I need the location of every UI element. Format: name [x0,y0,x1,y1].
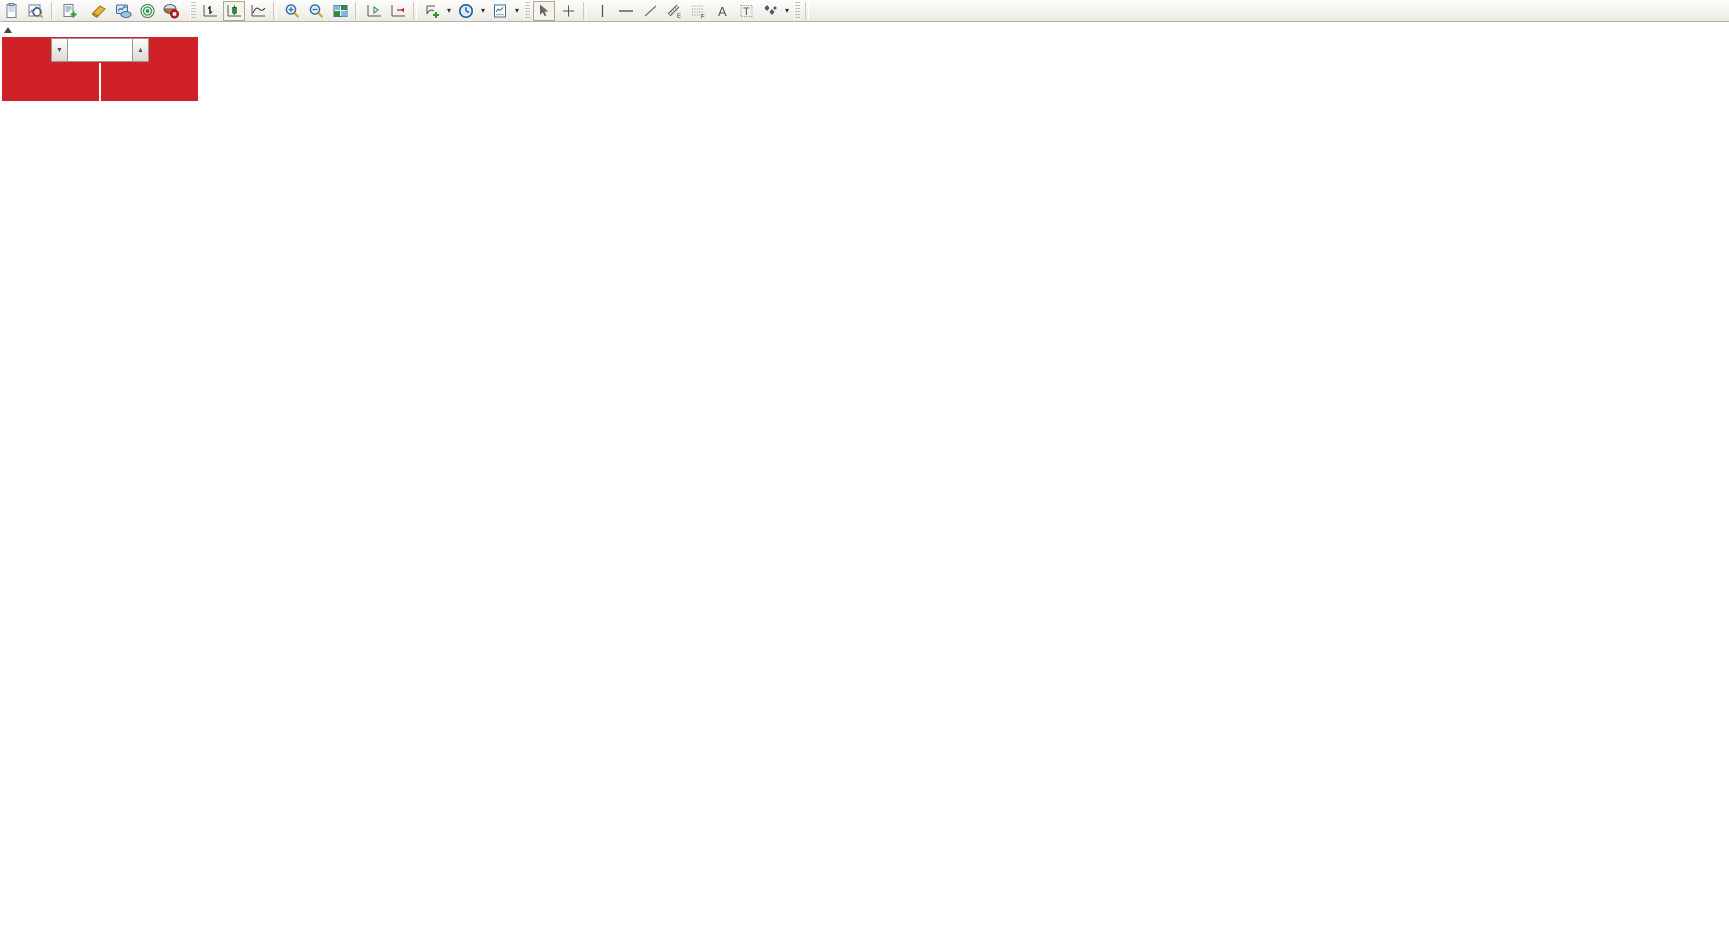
autotrading-icon[interactable] [160,1,182,21]
bar-chart-icon[interactable] [199,1,221,21]
svg-text:E: E [677,14,681,19]
templates-icon[interactable] [489,1,511,21]
one-click-trading-prices [2,63,198,101]
text-label-icon[interactable]: A [711,1,733,21]
svg-text:T: T [743,6,750,18]
one-click-trading-panel: ▼ ▲ [2,37,198,101]
volume-stepper: ▼ ▲ [49,37,151,63]
crosshair-icon[interactable] [557,1,579,21]
sell-price[interactable] [2,63,99,101]
toolbar-grip[interactable] [190,1,196,20]
chart-shift-icon[interactable] [363,1,385,21]
metaeditor-icon[interactable] [88,1,110,21]
one-click-trading-header: ▼ ▲ [2,37,198,63]
buy-button[interactable] [151,37,198,63]
new-chart-icon[interactable] [1,1,23,21]
chart-canvas[interactable] [0,22,1729,941]
period-clock-icon[interactable] [455,1,477,21]
data-window-icon[interactable] [329,1,351,21]
add-indicator-icon[interactable] [421,1,443,21]
chart-expand-icon[interactable] [4,26,12,33]
horizontal-line-icon[interactable] [615,1,637,21]
toolbar-separator-6 [805,1,810,20]
terminal-icon[interactable] [112,1,134,21]
navigator-icon[interactable] [136,1,158,21]
toolbar-grip-2[interactable] [524,1,531,20]
shapes-dropdown-icon[interactable]: ▾ [785,6,790,15]
toolbar-grip-3[interactable] [794,1,801,20]
toolbar-separator-5 [583,1,588,20]
svg-text:F: F [701,14,705,19]
auto-scroll-icon[interactable] [387,1,409,21]
sell-button[interactable] [2,37,49,63]
candlestick-chart-icon[interactable] [223,0,245,21]
toolbar-separator-2 [273,1,277,20]
vertical-line-icon[interactable] [591,1,613,21]
fibonacci-icon[interactable]: F [687,1,709,21]
volume-decrease-button[interactable]: ▼ [51,38,68,62]
cursor-icon[interactable] [533,0,556,21]
profiles-icon[interactable] [25,1,47,21]
buy-price[interactable] [101,63,198,101]
volume-increase-button[interactable]: ▲ [132,38,149,62]
text-icon[interactable]: T [735,1,757,21]
shapes-icon[interactable] [759,1,781,21]
volume-input[interactable] [68,38,132,62]
toolbar-separator-3 [355,1,359,20]
chart-symbol-line [0,23,22,36]
main-toolbar: ▾ ▾ ▾ E F A [0,0,1729,22]
svg-text:A: A [718,4,727,19]
toolbar-separator [51,1,55,20]
toolbar-separator-4 [413,1,417,20]
zoom-out-icon[interactable] [305,1,327,21]
trendline-icon[interactable] [639,1,661,21]
new-order-icon[interactable] [59,1,81,21]
equidistant-channel-icon[interactable]: E [663,1,685,21]
indicator-dropdown-icon[interactable]: ▾ [447,6,452,15]
period-dropdown-icon[interactable]: ▾ [481,6,486,15]
chart-graphics [0,22,1729,941]
templates-dropdown-icon[interactable]: ▾ [515,6,520,15]
zoom-in-icon[interactable] [281,1,303,21]
line-chart-icon[interactable] [247,1,269,21]
